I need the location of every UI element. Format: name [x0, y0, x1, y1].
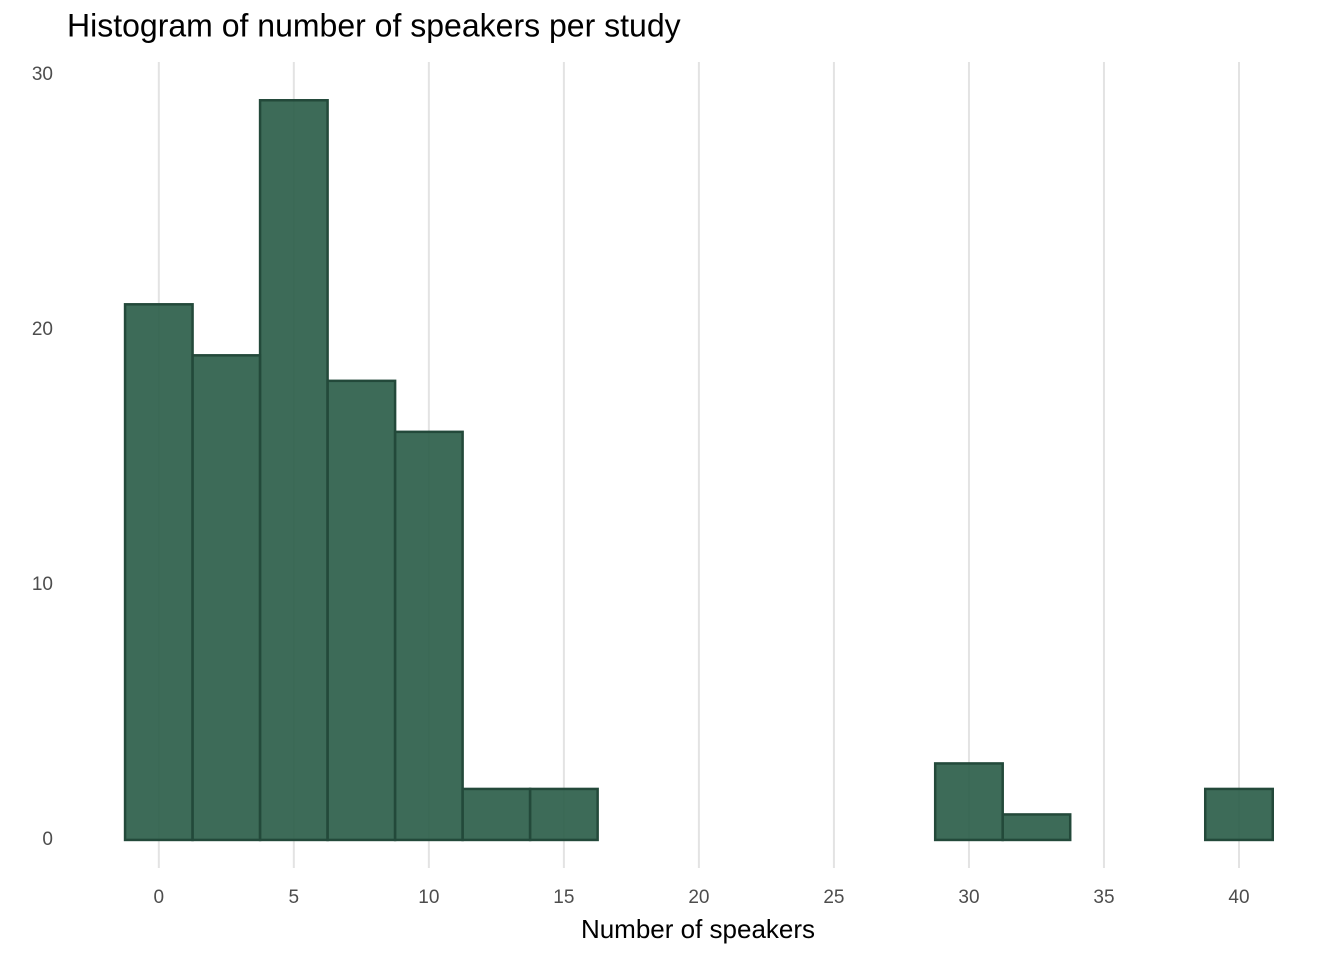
- bar: [191, 354, 262, 842]
- x-axis-label: Number of speakers: [581, 914, 815, 944]
- bar: [393, 430, 464, 842]
- x-tick-label: 10: [418, 887, 439, 908]
- y-tick-label: 10: [32, 574, 53, 595]
- bar: [123, 303, 194, 842]
- bar: [326, 379, 397, 842]
- x-tick-label: 30: [958, 887, 979, 908]
- x-tick-label: 40: [1228, 887, 1249, 908]
- x-tick-label: 25: [823, 887, 844, 908]
- bar: [258, 99, 329, 842]
- bar: [1001, 813, 1072, 842]
- x-tick-label: 0: [154, 887, 165, 908]
- x-tick-label: 15: [553, 887, 574, 908]
- x-tick-label: 5: [289, 887, 300, 908]
- chart-title: Histogram of number of speakers per stud…: [67, 7, 681, 43]
- bar: [461, 787, 532, 842]
- bar: [528, 787, 599, 842]
- bar: [1203, 787, 1274, 842]
- y-tick-label: 20: [32, 319, 53, 340]
- bar: [933, 762, 1004, 842]
- y-tick-label: 0: [42, 829, 53, 850]
- x-tick-label: 35: [1093, 887, 1114, 908]
- y-tick-label: 30: [32, 64, 53, 85]
- x-tick-label: 20: [688, 887, 709, 908]
